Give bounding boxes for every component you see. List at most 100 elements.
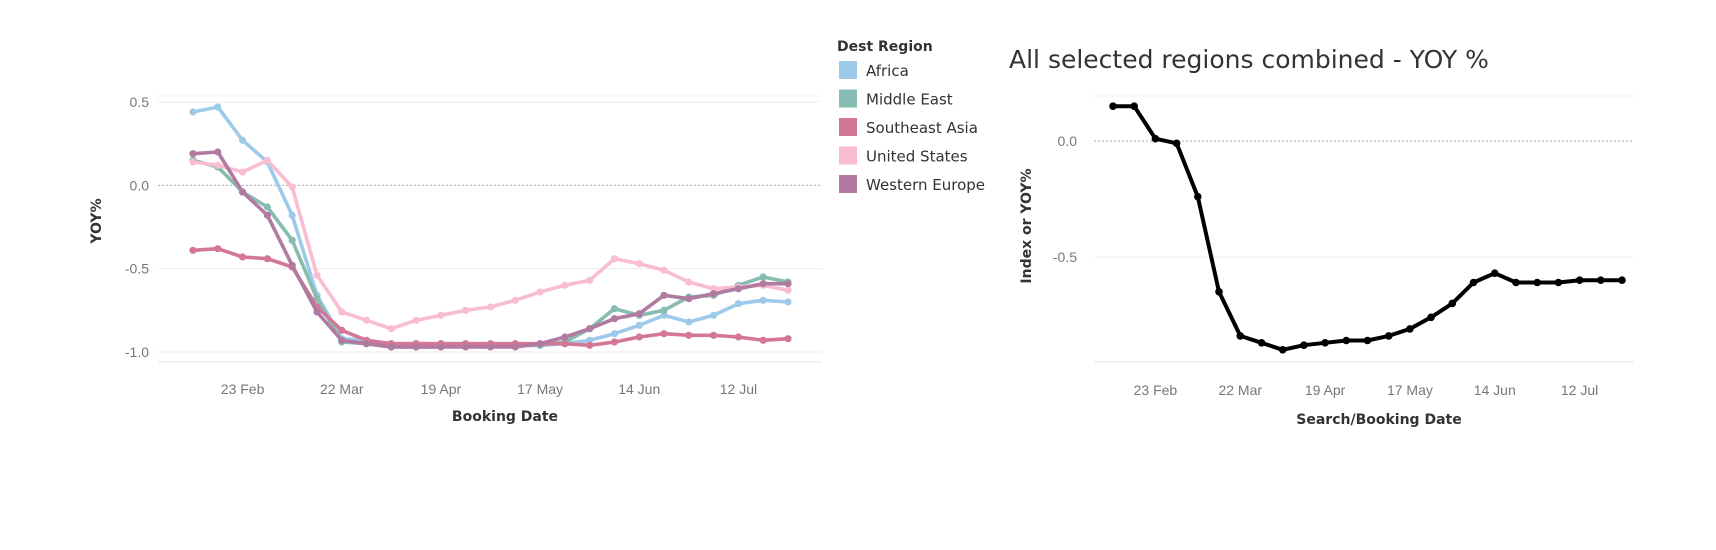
data-point-united-states (511, 296, 519, 304)
data-point-southeast-asia (710, 331, 718, 339)
y-tick-label: -0.5 (125, 261, 149, 277)
data-point-southeast-asia (189, 246, 197, 254)
y-tick-label: -0.5 (1053, 249, 1077, 265)
x-axis-title: Booking Date (452, 409, 558, 425)
x-axis-title: Search/Booking Date (1296, 412, 1461, 428)
data-point-africa (239, 136, 247, 144)
data-point-united-states (561, 281, 569, 289)
data-point-southeast-asia (338, 326, 346, 334)
data-point-combined (1406, 325, 1414, 333)
data-point-southeast-asia (660, 330, 668, 338)
chart-2: 0.0 -0.5 23 Feb 22 Mar 19 Apr 17 May 14 Jun 12 … (1009, 45, 1634, 428)
legend-title: Dest Region (837, 39, 933, 55)
data-point-africa (710, 311, 718, 319)
data-point-combined (1575, 276, 1584, 285)
data-point-combined (1215, 288, 1223, 296)
x-tick-label: 23 Feb (1134, 382, 1178, 398)
data-point-western-europe (189, 150, 197, 158)
data-point-combined (1194, 192, 1202, 201)
data-point-western-europe (462, 343, 470, 351)
data-point-combined (1363, 336, 1372, 345)
data-point-western-europe (437, 343, 445, 351)
data-point-combined (1321, 339, 1329, 347)
data-point-united-states (462, 306, 470, 314)
data-point-western-europe (710, 290, 718, 298)
legend-label: Western Europe (866, 176, 985, 194)
data-point-combined (1109, 102, 1117, 110)
data-point-united-states (437, 311, 445, 319)
data-point-united-states (239, 168, 247, 176)
legend: Dest Region Africa Middle East Southeast As… (837, 39, 985, 194)
data-point-western-europe (734, 285, 743, 293)
data-point-middle-east (610, 305, 619, 313)
data-point-combined (1384, 332, 1393, 340)
x-tick-label: 23 Feb (221, 381, 265, 397)
data-point-western-europe (387, 343, 395, 351)
data-point-united-states (685, 278, 693, 286)
data-point-combined (1533, 278, 1541, 287)
x-tick-label: 12 Jul (1561, 382, 1598, 398)
y-tick-label: 0.0 (130, 177, 150, 193)
y-tick-label: 0.5 (130, 94, 150, 110)
data-point-southeast-asia (635, 333, 643, 341)
data-point-combined (1236, 332, 1245, 340)
data-point-africa (586, 336, 594, 344)
data-point-southeast-asia (586, 341, 594, 349)
data-point-combined (1257, 339, 1266, 347)
data-point-united-states (189, 158, 197, 166)
data-point-western-europe (511, 343, 519, 351)
data-point-africa (189, 108, 197, 116)
chart-1: 0.5 0.0 -0.5 -1.0 23 Feb 22 Mar 19 Apr 17 May 14… (89, 39, 985, 425)
data-point-middle-east (288, 236, 296, 244)
data-point-southeast-asia (759, 336, 767, 344)
data-point-africa (685, 318, 693, 326)
y-axis-title: YOY% (89, 198, 105, 244)
data-point-africa (734, 300, 743, 308)
data-point-united-states (338, 308, 346, 316)
data-point-combined (1469, 278, 1478, 287)
data-point-middle-east (660, 306, 668, 314)
data-point-southeast-asia (734, 333, 743, 341)
data-point-western-europe (635, 310, 643, 318)
y-tick-label: -1.0 (125, 344, 149, 360)
data-point-southeast-asia (685, 331, 693, 339)
legend-label: Middle East (866, 91, 953, 109)
data-point-united-states (362, 316, 371, 324)
data-point-combined (1151, 134, 1160, 143)
data-point-combined (1342, 336, 1351, 345)
data-point-southeast-asia (561, 340, 569, 348)
legend-swatch (839, 61, 857, 79)
data-point-middle-east (759, 273, 767, 281)
data-point-combined (1130, 102, 1138, 110)
data-point-united-states (660, 266, 668, 274)
x-tick-label: 14 Jun (618, 381, 660, 397)
data-point-africa (610, 330, 619, 338)
x-tick-label: 22 Mar (1218, 382, 1262, 398)
data-point-western-europe (362, 340, 371, 348)
data-point-united-states (288, 183, 296, 191)
data-point-western-europe (263, 211, 271, 219)
legend-swatch (839, 89, 857, 108)
data-point-africa (288, 211, 296, 219)
data-point-united-states (784, 286, 792, 294)
data-point-southeast-asia (784, 335, 792, 343)
data-point-western-europe (338, 336, 346, 344)
data-point-combined (1512, 278, 1520, 287)
data-point-africa (660, 311, 668, 319)
x-tick-label: 19 Apr (1305, 382, 1346, 398)
data-point-combined (1448, 299, 1457, 308)
data-point-western-europe (586, 325, 594, 333)
data-point-united-states (387, 325, 395, 333)
data-point-southeast-asia (214, 245, 222, 253)
y-axis-title: Index or YOY% (1019, 168, 1035, 283)
data-point-united-states (486, 303, 495, 311)
data-point-western-europe (685, 295, 693, 303)
data-point-united-states (610, 255, 619, 263)
data-point-western-europe (214, 148, 222, 156)
data-point-united-states (412, 316, 420, 324)
legend-label: Africa (866, 62, 909, 80)
data-point-western-europe (610, 315, 619, 323)
data-point-united-states (635, 260, 643, 268)
data-point-combined (1300, 341, 1308, 350)
